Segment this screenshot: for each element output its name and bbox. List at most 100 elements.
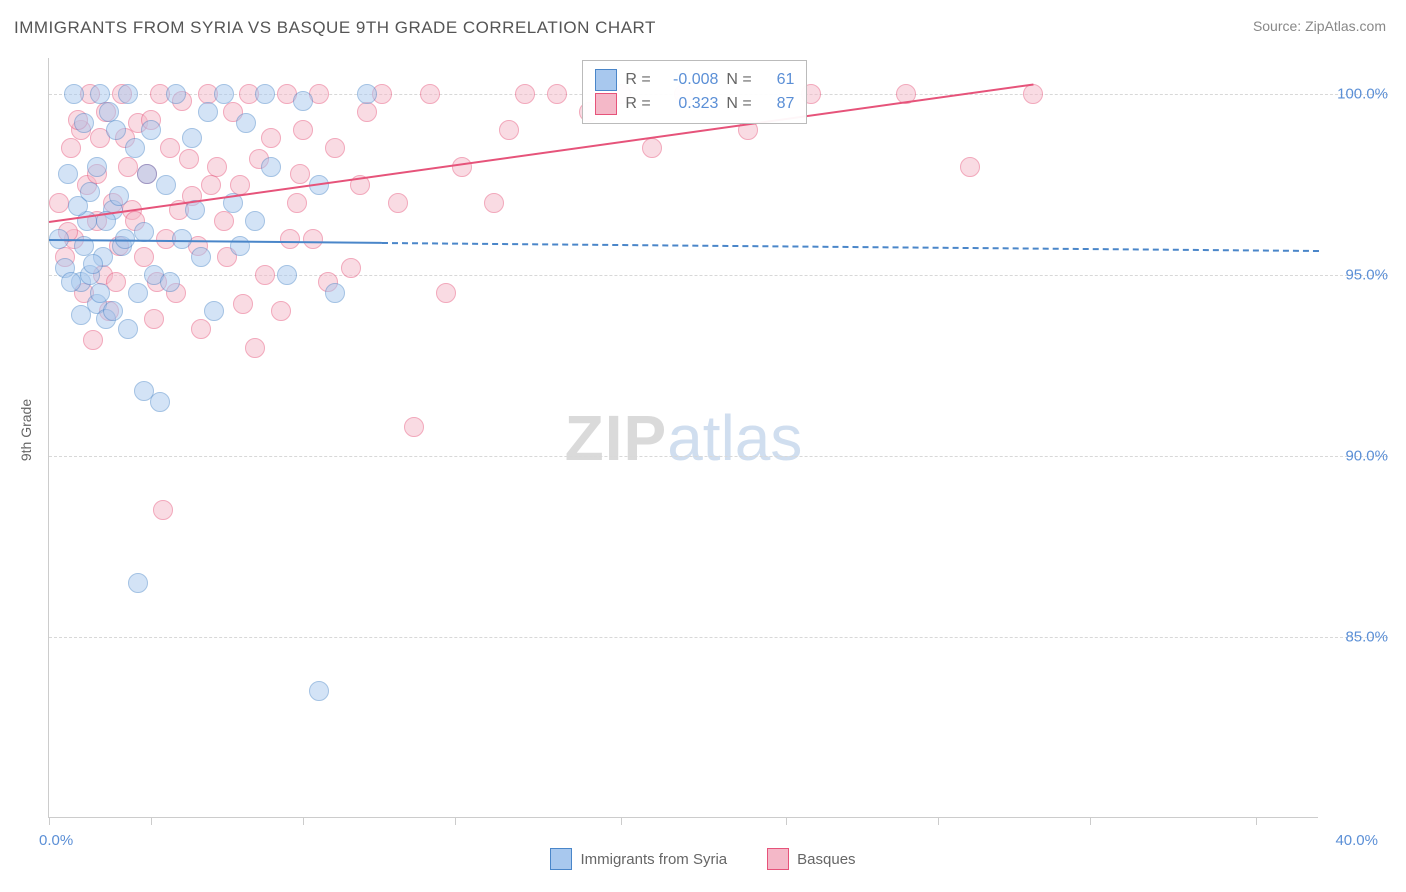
scatter-point-a — [325, 283, 345, 303]
scatter-point-b — [452, 157, 472, 177]
gridline — [49, 456, 1388, 457]
source-attribution: Source: ZipAtlas.com — [1253, 18, 1386, 34]
scatter-point-a — [204, 301, 224, 321]
scatter-point-a — [128, 573, 148, 593]
scatter-point-a — [198, 102, 218, 122]
scatter-point-a — [106, 120, 126, 140]
scatter-point-a — [80, 182, 100, 202]
scatter-point-a — [87, 157, 107, 177]
scatter-point-b — [160, 138, 180, 158]
stats-row: R = 0.323 N = 87 — [595, 93, 794, 115]
scatter-point-a — [71, 305, 91, 325]
stats-n-label: N = — [726, 95, 756, 113]
scatter-point-b — [499, 120, 519, 140]
scatter-point-b — [357, 102, 377, 122]
scatter-point-b — [960, 157, 980, 177]
scatter-point-a — [134, 222, 154, 242]
scatter-point-a — [236, 113, 256, 133]
scatter-point-b — [484, 193, 504, 213]
stats-r-label: R = — [625, 95, 655, 113]
scatter-point-a — [109, 186, 129, 206]
scatter-point-b — [118, 157, 138, 177]
scatter-point-b — [404, 417, 424, 437]
scatter-point-a — [128, 283, 148, 303]
scatter-plot-area: ZIPatlas 100.0%95.0%90.0%85.0%0.0%40.0%R… — [48, 58, 1318, 818]
scatter-point-a — [64, 84, 84, 104]
scatter-point-b — [303, 229, 323, 249]
stats-swatch — [595, 93, 617, 115]
scatter-point-a — [118, 319, 138, 339]
scatter-point-a — [58, 164, 78, 184]
legend-item-series-b: Basques — [767, 848, 855, 870]
scatter-point-b — [201, 175, 221, 195]
legend-swatch-b — [767, 848, 789, 870]
scatter-point-a — [357, 84, 377, 104]
scatter-point-a — [182, 128, 202, 148]
scatter-point-b — [261, 128, 281, 148]
scatter-point-a — [90, 84, 110, 104]
x-tick — [49, 817, 50, 825]
scatter-point-b — [49, 193, 69, 213]
chart-title: IMMIGRANTS FROM SYRIA VS BASQUE 9TH GRAD… — [14, 18, 656, 38]
x-tick — [786, 817, 787, 825]
scatter-point-b — [547, 84, 567, 104]
y-tick-label: 95.0% — [1328, 267, 1388, 284]
scatter-point-a — [172, 229, 192, 249]
scatter-point-b — [290, 164, 310, 184]
y-tick-label: 90.0% — [1328, 448, 1388, 465]
y-tick-label: 85.0% — [1328, 629, 1388, 646]
scatter-point-b — [191, 319, 211, 339]
scatter-point-b — [207, 157, 227, 177]
stats-n-value: 61 — [764, 71, 794, 89]
x-tick — [1090, 817, 1091, 825]
legend-label-a: Immigrants from Syria — [580, 851, 727, 868]
scatter-point-b — [255, 265, 275, 285]
scatter-point-a — [293, 91, 313, 111]
x-tick — [151, 817, 152, 825]
stats-row: R =-0.008N =61 — [595, 69, 794, 91]
gridline — [49, 275, 1388, 276]
legend-label-b: Basques — [797, 851, 855, 868]
gridline — [49, 637, 1388, 638]
scatter-point-a — [191, 247, 211, 267]
x-tick — [1256, 817, 1257, 825]
watermark-part1: ZIP — [565, 402, 668, 474]
scatter-point-a — [166, 84, 186, 104]
scatter-point-a — [141, 120, 161, 140]
scatter-point-a — [156, 175, 176, 195]
scatter-point-a — [118, 84, 138, 104]
y-tick-label: 100.0% — [1328, 86, 1388, 103]
scatter-point-b — [280, 229, 300, 249]
scatter-point-a — [309, 681, 329, 701]
stats-r-value: 0.323 — [663, 95, 718, 113]
stats-r-label: R = — [625, 71, 655, 89]
scatter-point-a — [255, 84, 275, 104]
scatter-point-b — [245, 338, 265, 358]
y-axis-title: 9th Grade — [18, 399, 34, 461]
scatter-point-b — [83, 330, 103, 350]
scatter-point-a — [137, 164, 157, 184]
x-tick — [303, 817, 304, 825]
x-axis-label-min: 0.0% — [39, 832, 73, 849]
scatter-point-b — [1023, 84, 1043, 104]
watermark-part2: atlas — [667, 402, 802, 474]
scatter-point-b — [233, 294, 253, 314]
stats-n-value: 87 — [764, 95, 794, 113]
scatter-point-b — [293, 120, 313, 140]
scatter-point-a — [150, 392, 170, 412]
x-axis-label-max: 40.0% — [1335, 832, 1378, 849]
scatter-point-a — [214, 84, 234, 104]
scatter-point-a — [125, 138, 145, 158]
watermark: ZIPatlas — [565, 401, 803, 475]
scatter-point-a — [61, 272, 81, 292]
scatter-point-b — [388, 193, 408, 213]
correlation-stats-box: R = -0.008 N = 61 R = 0.323 N = 87 — [582, 60, 807, 124]
stats-r-value: -0.008 — [663, 71, 718, 89]
scatter-point-b — [230, 175, 250, 195]
scatter-point-b — [325, 138, 345, 158]
regression-line-a-solid — [49, 239, 382, 244]
scatter-point-b — [214, 211, 234, 231]
scatter-point-a — [277, 265, 297, 285]
scatter-point-b — [287, 193, 307, 213]
legend: Immigrants from Syria Basques — [0, 848, 1406, 870]
